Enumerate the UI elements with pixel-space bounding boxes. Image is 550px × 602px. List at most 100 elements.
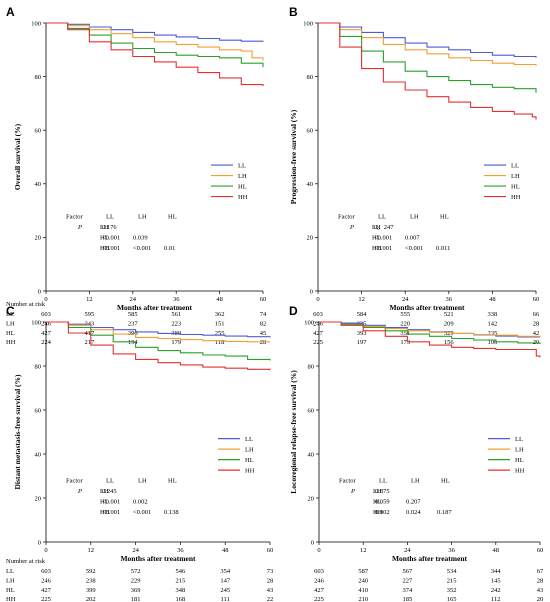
- number-at-risk-label: Number at risk: [6, 558, 46, 565]
- x-tick-label: 12: [88, 547, 95, 554]
- p-table-header-hl: HL: [168, 478, 177, 485]
- legend-label-hh: HH: [245, 468, 255, 475]
- p-table-value: <0.001: [374, 235, 392, 242]
- x-axis-title: Months after treatment: [392, 554, 468, 563]
- p-table-value: <0.001: [102, 499, 120, 506]
- risk-count: 223: [171, 320, 181, 327]
- p-table-value: 0.002: [375, 509, 390, 516]
- risk-count: 246: [313, 320, 324, 327]
- risk-count: 603: [41, 568, 51, 575]
- risk-count: 202: [86, 596, 96, 602]
- risk-count: 354: [220, 568, 231, 575]
- p-table-value: <0.001: [405, 245, 423, 252]
- y-axis-title: Locoregional relapse-free survival (%): [289, 370, 298, 494]
- risk-count: 237: [128, 320, 139, 327]
- p-table-row-label: HH: [100, 509, 110, 516]
- p-table-row-label: HH: [372, 245, 382, 252]
- risk-count: 209: [444, 320, 454, 327]
- risk-count: 238: [86, 577, 96, 584]
- risk-count: 111: [221, 596, 230, 602]
- legend-label-lh: LH: [238, 173, 247, 180]
- risk-count: 427: [314, 587, 325, 594]
- risk-count: 225: [314, 596, 324, 602]
- x-tick-label: 60: [533, 296, 540, 303]
- p-table-row-label: HH: [373, 509, 383, 516]
- risk-count: 534: [447, 568, 458, 575]
- risk-count: 43: [537, 587, 544, 594]
- legend-label-hh: HH: [511, 194, 521, 201]
- x-tick-label: 24: [132, 547, 139, 554]
- risk-count: 73: [267, 568, 274, 575]
- panel-b: B 0 20 40 60 80 100 0 12 24 36 48 60 Months after tre…: [289, 5, 540, 346]
- risk-count: 369: [131, 587, 141, 594]
- y-tick-label: 20: [308, 495, 315, 502]
- p-table-p-label: P: [349, 224, 354, 231]
- y-tick-label: 20: [307, 235, 314, 242]
- risk-count: 112: [491, 596, 501, 602]
- risk-count: 67: [537, 568, 544, 575]
- y-tick-label: 80: [308, 363, 315, 370]
- x-axis-title: Months after treatment: [389, 303, 465, 312]
- panel-d: D 0 20 40 60 80 100 0 12 24 36 48 60 Months after tre…: [289, 304, 544, 602]
- y-tick-label: 60: [35, 407, 42, 414]
- x-tick-label: 36: [448, 547, 455, 554]
- risk-count: 194: [128, 339, 139, 346]
- risk-count: 82: [260, 320, 267, 327]
- y-tick-label: 60: [308, 407, 315, 414]
- risk-count: 28: [260, 339, 267, 346]
- legend-label-ll: LL: [238, 163, 246, 170]
- risk-count: 210: [358, 596, 368, 602]
- risk-count: 118: [215, 339, 225, 346]
- risk-count: 567: [403, 568, 414, 575]
- x-tick-label: 24: [130, 296, 137, 303]
- y-tick-label: 0: [38, 288, 41, 295]
- p-table-row-label: LH: [100, 224, 109, 231]
- y-tick-label: 100: [31, 20, 41, 27]
- risk-count: 374: [403, 587, 414, 594]
- x-tick-label: 0: [316, 296, 319, 303]
- legend-label-hl: HL: [511, 184, 520, 191]
- risk-count: 585: [128, 311, 138, 318]
- risk-count: 546: [176, 568, 187, 575]
- p-table-value: 0.011: [436, 245, 450, 252]
- risk-count: 603: [313, 311, 323, 318]
- km-curve-hh: [46, 22, 264, 86]
- risk-count: 348: [176, 587, 186, 594]
- y-tick-label: 40: [35, 451, 42, 458]
- p-table-value: 0.875: [375, 488, 390, 495]
- risk-count: 427: [313, 330, 324, 337]
- risk-count: 181: [131, 596, 141, 602]
- p-table-value: <0.001: [133, 245, 151, 252]
- x-tick-label: 36: [177, 547, 184, 554]
- p-table-row-label: HL: [100, 235, 109, 242]
- p-table-value: 0.024: [406, 509, 421, 516]
- risk-count: 344: [491, 568, 502, 575]
- x-tick-label: 60: [260, 296, 267, 303]
- risk-count: 74: [260, 311, 267, 318]
- legend-label-hh: HH: [238, 194, 248, 201]
- p-table-value: 0。247: [374, 224, 394, 231]
- risk-count: 42: [533, 330, 540, 337]
- risk-count: 603: [41, 311, 51, 318]
- km-curve-lh: [46, 321, 270, 343]
- risk-count: 561: [171, 311, 181, 318]
- panel-letter: A: [6, 5, 15, 19]
- p-table-header-factor: Factor: [66, 478, 83, 485]
- y-tick-label: 60: [35, 128, 42, 135]
- y-tick-label: 0: [310, 288, 313, 295]
- risk-count: 225: [313, 339, 323, 346]
- y-axis-title: Distant metastasis-free survival (%): [13, 374, 22, 490]
- risk-count: 229: [131, 577, 141, 584]
- y-tick-label: 40: [307, 181, 314, 188]
- risk-row-label-lh: LH: [6, 320, 15, 327]
- p-table-header-lh: LH: [138, 214, 147, 221]
- x-tick-label: 12: [86, 296, 93, 303]
- risk-count: 427: [41, 587, 52, 594]
- p-table-value: 0.01: [164, 245, 175, 252]
- risk-count: 156: [444, 339, 455, 346]
- y-tick-label: 100: [31, 319, 41, 326]
- legend-label-hl: HL: [515, 457, 524, 464]
- risk-count: 245: [220, 587, 230, 594]
- p-table-row-label: LH: [373, 488, 382, 495]
